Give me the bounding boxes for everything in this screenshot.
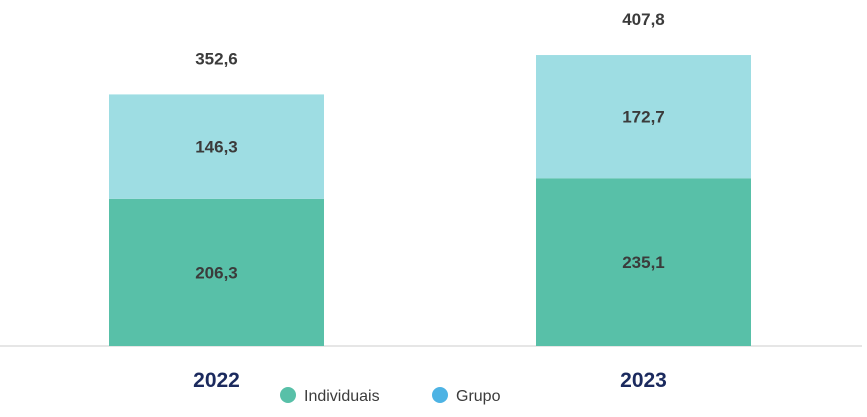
bar-segment-2022-individuais <box>109 198 324 346</box>
data-label-2022-grupo: 146,3 <box>195 138 238 157</box>
legend-marker-individuais <box>280 387 296 403</box>
bar-segment-2023-individuais <box>536 178 751 346</box>
category-label-2022: 2022 <box>193 369 240 392</box>
total-label-2023: 407,8 <box>622 10 665 29</box>
bar-segment-2022-grupo <box>109 94 324 199</box>
bar-segment-2023-grupo <box>536 55 751 179</box>
data-label-2022-individuais: 206,3 <box>195 263 238 282</box>
data-label-2023-individuais: 235,1 <box>622 253 665 272</box>
legend-label-individuais: Individuais <box>304 388 380 405</box>
data-label-2023-grupo: 172,7 <box>622 108 665 127</box>
category-label-2023: 2023 <box>620 369 667 392</box>
bars-group <box>109 55 751 346</box>
labels-group: 206,3 146,3 352,6 2022 235,1 172,7 407,8 2023 <box>193 10 667 392</box>
total-label-2022: 352,6 <box>195 49 238 68</box>
legend: Individuais Grupo <box>280 387 501 405</box>
legend-marker-grupo <box>432 387 448 403</box>
legend-label-grupo: Grupo <box>456 388 501 405</box>
